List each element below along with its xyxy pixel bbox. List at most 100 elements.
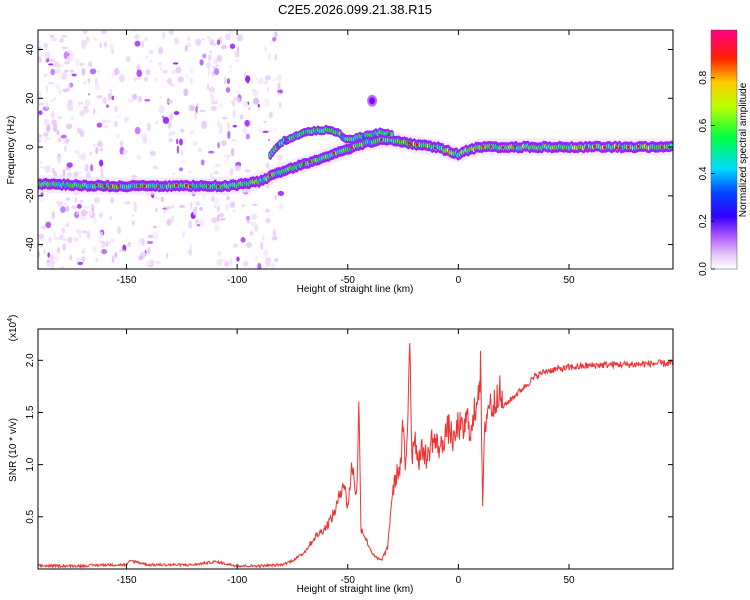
spectrogram-noise-cell <box>262 130 269 134</box>
spectrogram-noise-cell <box>136 69 143 78</box>
spectrogram-noise-cell <box>38 110 43 115</box>
y-tick-label: -20 <box>25 188 36 203</box>
spectrogram-noise-cell <box>47 252 51 258</box>
spectrogram-noise-cell <box>133 30 136 33</box>
spectrogram-noise-cell <box>178 167 184 172</box>
spectrogram-noise-cell <box>268 138 271 142</box>
spectrogram-noise-cell <box>82 106 89 109</box>
spectrogram-noise-cell <box>165 252 169 259</box>
y-tick-label: 40 <box>25 44 36 56</box>
spectrogram-noise-cell <box>79 199 84 203</box>
spectrogram-noise-cell <box>65 223 69 228</box>
spectrogram-noise-cell <box>114 252 118 258</box>
spectrogram-noise-cell <box>62 168 66 177</box>
figure-title: C2E5.2026.099.21.38.R15 <box>278 2 432 17</box>
spectrogram-noise-cell <box>60 206 66 213</box>
spectrogram-noise-cell <box>38 134 43 138</box>
spectrogram-noise-cell <box>229 257 233 266</box>
spectrogram-noise-cell <box>270 262 276 269</box>
spectrogram-noise-cell <box>86 230 91 239</box>
spectrogram-noise-cell <box>207 68 210 76</box>
spectrogram-noise-cell <box>146 247 151 255</box>
spectrogram-noise-cell <box>56 83 60 90</box>
spectrogram-noise-cell <box>183 88 189 97</box>
spectrogram-noise-cell <box>236 58 240 63</box>
spectrogram-noise-cell <box>92 245 97 254</box>
spectrogram-noise-cell <box>216 54 223 62</box>
spectrogram-noise-cell <box>268 111 273 119</box>
spectrogram-y-ticks: -40 -20 0 20 40 <box>25 44 673 252</box>
spectrogram-noise-cell <box>78 230 82 239</box>
spectrogram-noise-cell <box>213 58 218 65</box>
spectrogram-noise-cell <box>165 205 172 210</box>
spectrogram-noise-cell <box>79 110 85 117</box>
spectrogram-noise-cell <box>252 90 259 97</box>
spectrogram-noise-cell <box>166 218 172 226</box>
spectrogram-noise-cell <box>162 116 170 124</box>
spectrogram-noise-cell <box>234 36 239 39</box>
spectrogram-noise-cell <box>155 261 161 265</box>
spectrogram-noise-cell <box>202 53 207 59</box>
y-tick-label: 0 <box>25 144 36 150</box>
spectrogram-noise-cell <box>45 106 48 109</box>
spectrogram-noise-cell <box>43 118 50 126</box>
spectrogram-noise-cell <box>82 30 88 34</box>
spectrogram-noise-cell <box>127 98 134 103</box>
spectrogram-noise-cell <box>124 116 128 123</box>
spectrogram-noise-cell <box>111 255 115 263</box>
spectrogram-noise-cell <box>50 68 56 76</box>
spectrogram-noise-cell <box>146 240 154 245</box>
spectrogram-noise-cell <box>138 255 144 261</box>
spectrogram-noise-cell <box>225 87 231 93</box>
spectrogram-noise-cell <box>106 240 112 246</box>
spectrogram-noise-cell <box>274 194 278 201</box>
spectrogram-noise-cell <box>89 68 97 75</box>
spectrogram-noise-cell <box>54 254 59 263</box>
spectrogram-noise-cell <box>216 214 220 222</box>
snr-frame <box>37 328 674 570</box>
spectrogram-noise-cell <box>236 46 240 53</box>
spectrogram-noise-cell <box>134 40 141 47</box>
spectrogram-noise-cell <box>189 77 193 85</box>
spectrogram-noise-cell <box>277 92 281 96</box>
x-tick-label: 0 <box>456 575 462 586</box>
spectrogram-noise-cell <box>81 250 86 254</box>
spectrogram-noise-cell <box>79 62 85 67</box>
spectrogram-noise-cell <box>233 96 238 102</box>
spectrogram-noise-cell <box>223 160 229 164</box>
spectrogram-noise-cell <box>53 237 60 240</box>
spectrogram-noise-cell <box>206 61 211 69</box>
spectrogram-noise-cell <box>87 78 91 84</box>
spectrogram-noise-cell <box>211 217 218 224</box>
spectrogram-noise-cell <box>70 116 74 121</box>
spectrogram-noise-cell <box>133 204 138 213</box>
spectrogram-noise-cell <box>131 213 135 217</box>
spectrogram-noise-cell <box>155 121 159 124</box>
spectrogram-noise-cell <box>115 68 120 75</box>
spectrogram-noise-cell <box>264 45 267 53</box>
spectrogram-noise-cell <box>228 30 234 35</box>
spectrogram-noise-cell <box>45 84 49 93</box>
spectrogram-noise-cell <box>176 138 179 145</box>
spectrogram-noise-cell <box>169 112 174 121</box>
spectrogram-noise-cell <box>237 97 241 103</box>
spectrogram-noise-cell <box>208 37 212 43</box>
spectrogram-noise-cell <box>63 202 66 206</box>
spectrogram-noise-cell <box>215 64 219 67</box>
spectrogram-noise-cell <box>51 210 56 220</box>
spectrogram-noise-cell <box>209 172 214 178</box>
spectrogram-noise-cell <box>201 38 206 41</box>
spectrogram-noise-cell <box>230 148 235 157</box>
spectrogram-noise-cell <box>195 200 200 207</box>
spectrogram-noise-cell <box>125 55 131 63</box>
spectrogram-noise-cell <box>76 127 82 134</box>
y-tick-label: -40 <box>25 237 36 252</box>
spectrogram-noise-cell <box>172 172 176 175</box>
spectrogram-noise-cell <box>166 79 169 83</box>
spectrogram-noise-cell <box>189 130 195 135</box>
spectrogram-noise-cell <box>39 166 47 169</box>
spectrogram-noise-cell <box>176 145 180 154</box>
spectrogram-noise-cell <box>42 132 49 137</box>
spectrogram-noise-cell <box>96 122 103 128</box>
spectrogram-noise-cell <box>190 201 193 210</box>
